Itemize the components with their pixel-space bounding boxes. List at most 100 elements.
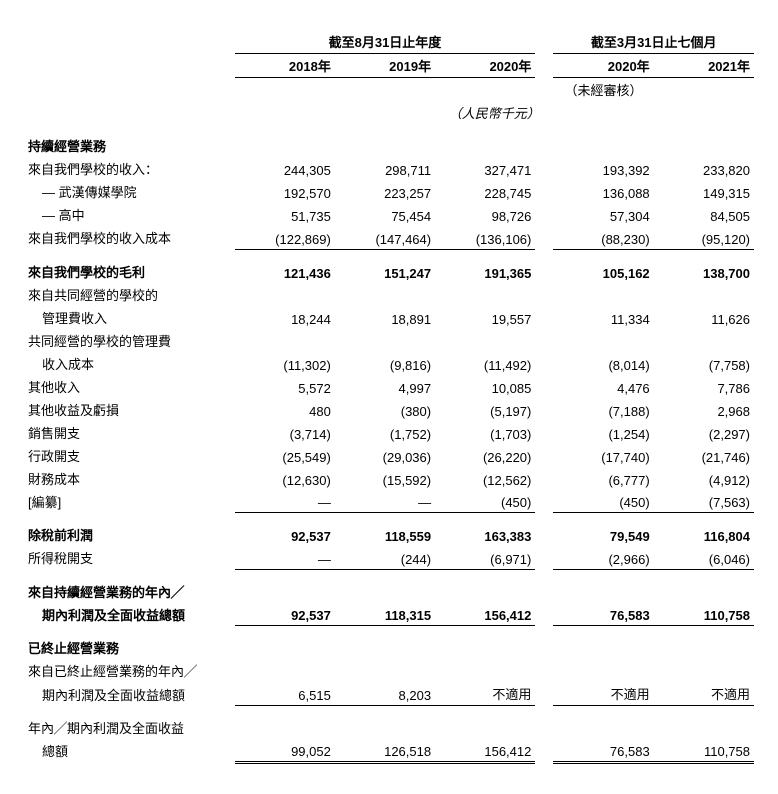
cell: 4,476 bbox=[553, 375, 653, 398]
row-total-l2: 總額 99,052 126,518 156,412 76,583 110,758 bbox=[24, 739, 754, 762]
cell: (450) bbox=[553, 490, 653, 513]
cell: 156,412 bbox=[435, 603, 535, 626]
cell: (4,912) bbox=[654, 467, 754, 490]
cell: (15,592) bbox=[335, 467, 435, 490]
cell: 7,786 bbox=[654, 375, 754, 398]
cell: 8,203 bbox=[335, 682, 435, 706]
cell: (7,758) bbox=[654, 352, 754, 375]
col-2020: 2020年 bbox=[435, 54, 535, 78]
cell: (7,188) bbox=[553, 398, 653, 421]
row-admin: 行政開支 (25,549) (29,036) (26,220) (17,740)… bbox=[24, 444, 754, 467]
cell: 118,315 bbox=[335, 603, 435, 626]
cell: 不適用 bbox=[435, 682, 535, 706]
cell: 10,085 bbox=[435, 375, 535, 398]
cell: (380) bbox=[335, 398, 435, 421]
cell: 92,537 bbox=[235, 523, 335, 546]
cell: 92,537 bbox=[235, 603, 335, 626]
cell: 151,247 bbox=[335, 260, 435, 283]
cell: (3,714) bbox=[235, 421, 335, 444]
col-2021: 2021年 bbox=[654, 54, 754, 78]
cell: (1,254) bbox=[553, 421, 653, 444]
col-2018: 2018年 bbox=[235, 54, 335, 78]
cell: 223,257 bbox=[335, 180, 435, 203]
cell: (5,197) bbox=[435, 398, 535, 421]
cell: (12,630) bbox=[235, 467, 335, 490]
row-pbt: 除稅前利潤 92,537 118,559 163,383 79,549 116,… bbox=[24, 523, 754, 546]
label: [編纂] bbox=[24, 490, 235, 513]
row-selling: 銷售開支 (3,714) (1,752) (1,703) (1,254) (2,… bbox=[24, 421, 754, 444]
row-disc-l2: 期內利潤及全面收益總額 6,515 8,203 不適用 不適用 不適用 bbox=[24, 682, 754, 706]
cell: 2,968 bbox=[654, 398, 754, 421]
cell: 233,820 bbox=[654, 157, 754, 180]
label: 來自持續經營業務的年內╱ bbox=[24, 580, 235, 603]
cell: 105,162 bbox=[553, 260, 653, 283]
unit-row: （人民幣千元） bbox=[24, 101, 754, 124]
label: 來自共同經營的學校的 bbox=[24, 283, 235, 306]
cell: (136,106) bbox=[435, 226, 535, 249]
row-disc-heading: 已終止經營業務 bbox=[24, 636, 754, 659]
row-other-inc: 其他收入 5,572 4,997 10,085 4,476 7,786 bbox=[24, 375, 754, 398]
row-jv-fee-line2: 管理費收入 18,244 18,891 19,557 11,334 11,626 bbox=[24, 306, 754, 329]
label: 總額 bbox=[24, 739, 235, 762]
label: 來自我們學校的毛利 bbox=[24, 260, 235, 283]
cell: (122,869) bbox=[235, 226, 335, 249]
cell: (6,777) bbox=[553, 467, 653, 490]
cell: 18,244 bbox=[235, 306, 335, 329]
label: 共同經營的學校的管理費 bbox=[24, 329, 235, 352]
label: 期內利潤及全面收益總額 bbox=[24, 603, 235, 626]
label: 來自我們學校的收入成本 bbox=[24, 226, 235, 249]
row-gross-profit: 來自我們學校的毛利 121,436 151,247 191,365 105,16… bbox=[24, 260, 754, 283]
label: — 武漢傳媒學院 bbox=[24, 180, 235, 203]
cell: (1,703) bbox=[435, 421, 535, 444]
cell: (2,966) bbox=[553, 546, 653, 569]
cell: 327,471 bbox=[435, 157, 535, 180]
cell: 191,365 bbox=[435, 260, 535, 283]
cell: (147,464) bbox=[335, 226, 435, 249]
row-jv-cost-line1: 共同經營的學校的管理費 bbox=[24, 329, 754, 352]
cell: 6,515 bbox=[235, 682, 335, 706]
cell: (17,740) bbox=[553, 444, 653, 467]
cell: 121,436 bbox=[235, 260, 335, 283]
header-period-row: 截至8月31日止年度 截至3月31日止七個月 bbox=[24, 30, 754, 54]
label: 銷售開支 bbox=[24, 421, 235, 444]
label: 年內╱期內利潤及全面收益 bbox=[24, 716, 235, 739]
cell: (12,562) bbox=[435, 467, 535, 490]
financial-table: 截至8月31日止年度 截至3月31日止七個月 2018年 2019年 2020年… bbox=[24, 30, 754, 764]
cell: 57,304 bbox=[553, 203, 653, 226]
cell: (21,746) bbox=[654, 444, 754, 467]
col-2019: 2019年 bbox=[335, 54, 435, 78]
label: 行政開支 bbox=[24, 444, 235, 467]
label: 收入成本 bbox=[24, 352, 235, 375]
row-cont-profit-l2: 期內利潤及全面收益總額 92,537 118,315 156,412 76,58… bbox=[24, 603, 754, 626]
cell: 163,383 bbox=[435, 523, 535, 546]
cell: 149,315 bbox=[654, 180, 754, 203]
cell: 118,559 bbox=[335, 523, 435, 546]
cell: 不適用 bbox=[654, 682, 754, 706]
cell: 84,505 bbox=[654, 203, 754, 226]
cell: 79,549 bbox=[553, 523, 653, 546]
cell: 110,758 bbox=[654, 739, 754, 762]
cell: (25,549) bbox=[235, 444, 335, 467]
period1-header: 截至8月31日止年度 bbox=[235, 30, 536, 54]
cell: (7,563) bbox=[654, 490, 754, 513]
continuing-heading: 持續經營業務 bbox=[24, 134, 235, 157]
cell: (6,971) bbox=[435, 546, 535, 569]
cell: 192,570 bbox=[235, 180, 335, 203]
label: 其他收益及虧損 bbox=[24, 398, 235, 421]
cell: (2,297) bbox=[654, 421, 754, 444]
cell: 156,412 bbox=[435, 739, 535, 762]
cell: 19,557 bbox=[435, 306, 535, 329]
row-tax: 所得稅開支 — (244) (6,971) (2,966) (6,046) bbox=[24, 546, 754, 569]
cell: 193,392 bbox=[553, 157, 653, 180]
row-total-l1: 年內╱期內利潤及全面收益 bbox=[24, 716, 754, 739]
row-cost-rev: 來自我們學校的收入成本 (122,869) (147,464) (136,106… bbox=[24, 226, 754, 249]
continuing-heading-row: 持續經營業務 bbox=[24, 134, 754, 157]
row-rev-wuhan: — 武漢傳媒學院 192,570 223,257 228,745 136,088… bbox=[24, 180, 754, 203]
cell: (450) bbox=[435, 490, 535, 513]
row-cont-profit-l1: 來自持續經營業務的年內╱ bbox=[24, 580, 754, 603]
cell: (8,014) bbox=[553, 352, 653, 375]
cell: (95,120) bbox=[654, 226, 754, 249]
cell: 51,735 bbox=[235, 203, 335, 226]
cell: (11,302) bbox=[235, 352, 335, 375]
cell: (29,036) bbox=[335, 444, 435, 467]
